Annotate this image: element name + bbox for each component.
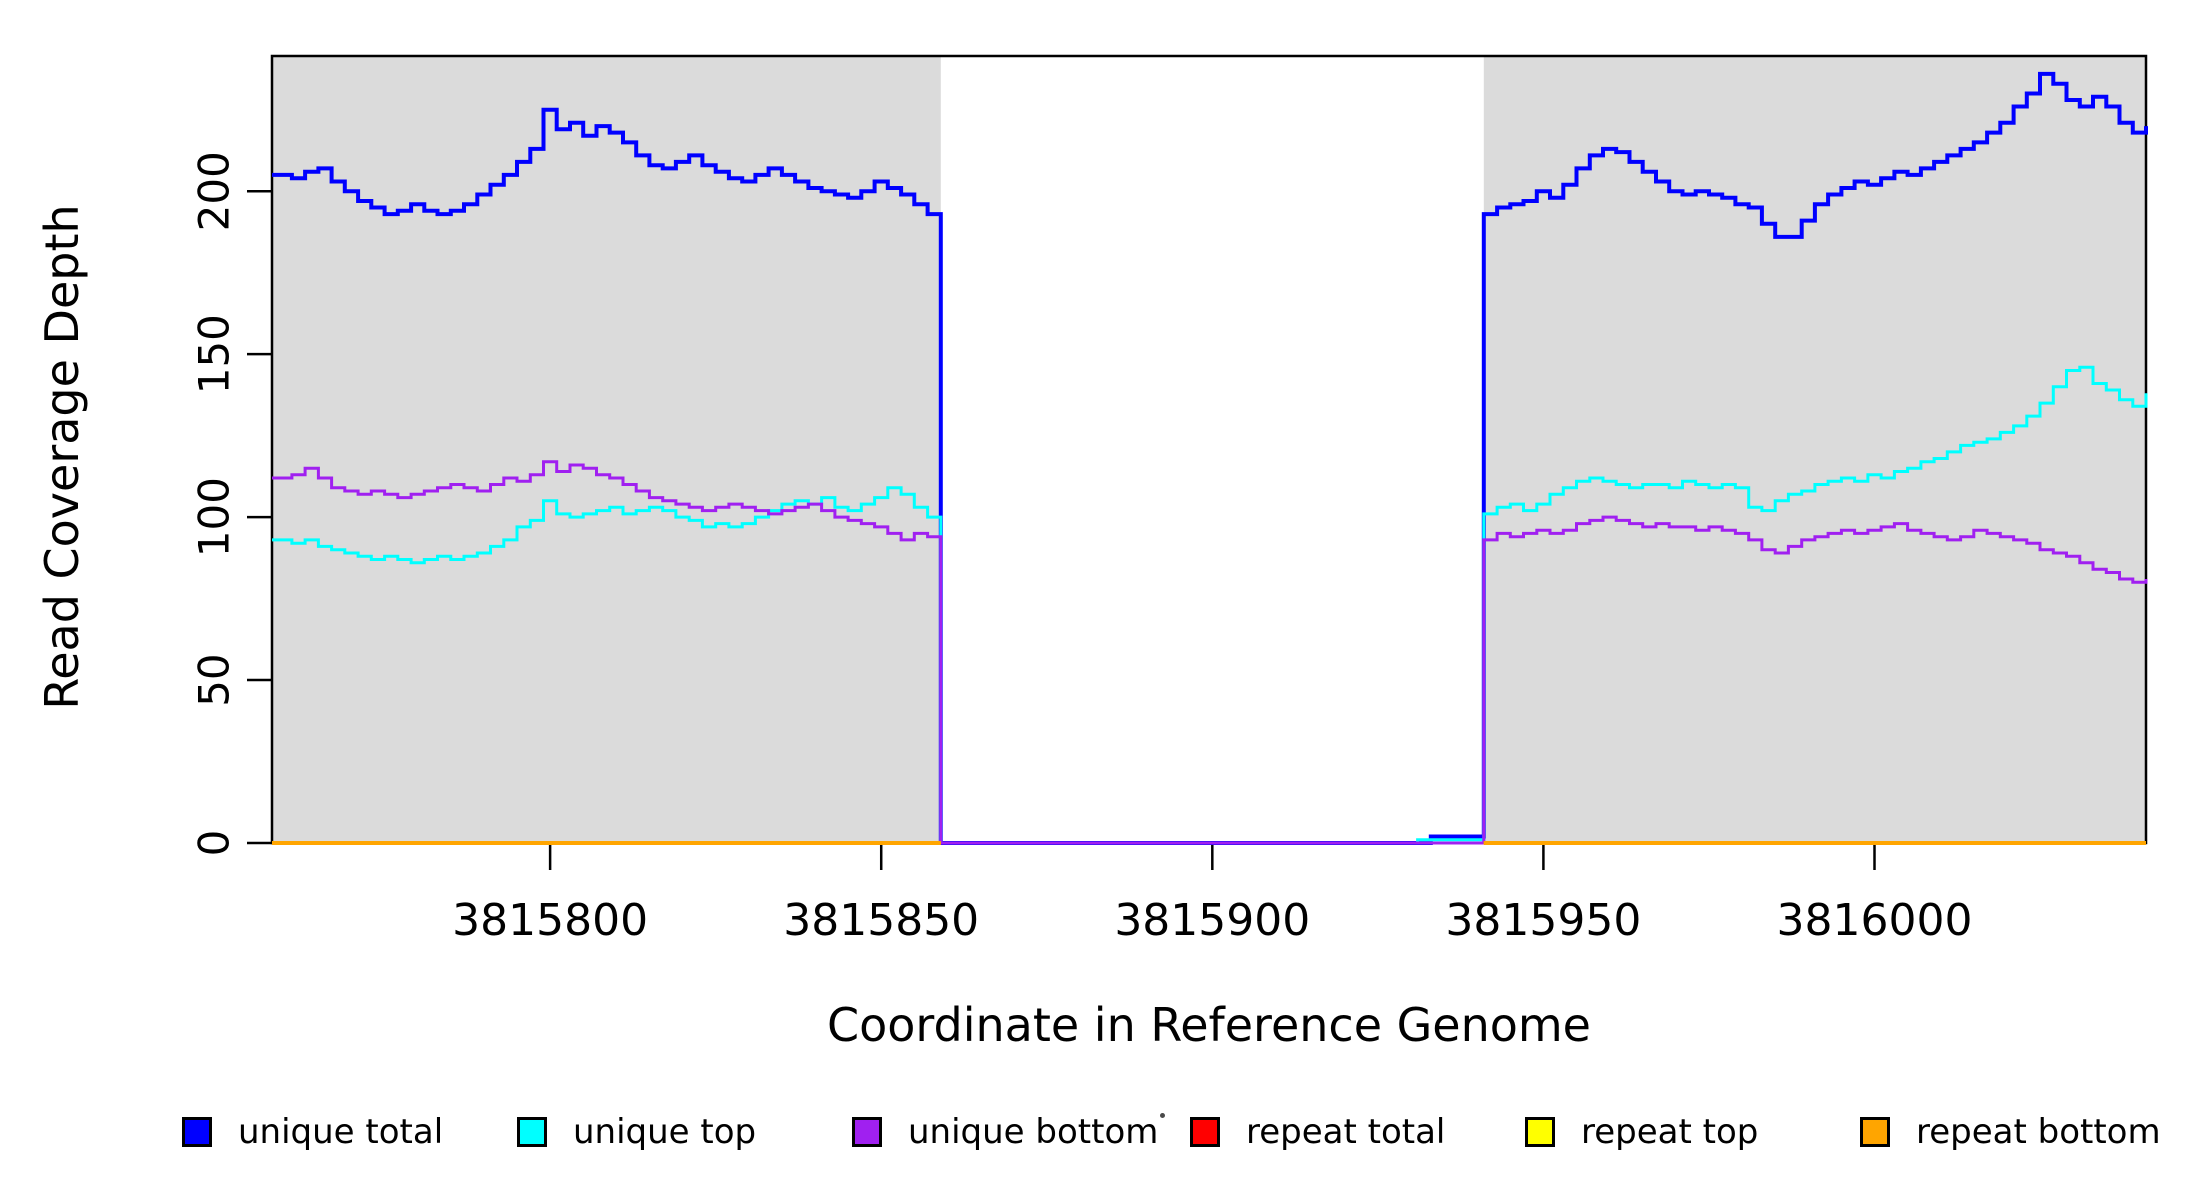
y-tick-label: 0 — [190, 830, 239, 857]
shaded-region — [1483, 56, 2146, 843]
y-tick-label: 150 — [190, 314, 239, 394]
legend-item-repeat-bottom: repeat bottom — [1860, 1112, 2161, 1152]
x-tick-label: 3815800 — [452, 895, 648, 946]
legend-label: unique bottom — [908, 1112, 1159, 1152]
legend-label: repeat bottom — [1916, 1112, 2161, 1152]
legend-item-repeat-top: repeat top — [1525, 1112, 1758, 1152]
stray-dot — [1160, 1113, 1165, 1118]
legend-swatch-unique-bottom — [852, 1117, 882, 1147]
legend-swatch-repeat-top — [1525, 1117, 1555, 1147]
legend-item-repeat-total: repeat total — [1190, 1112, 1445, 1152]
x-tick-label: 3815950 — [1445, 895, 1641, 946]
series-unique-top — [272, 365, 2148, 845]
legend-swatch-repeat-total — [1190, 1117, 1220, 1147]
legend-label: repeat top — [1581, 1112, 1759, 1152]
legend-swatch-repeat-bottom — [1860, 1117, 1890, 1147]
x-tick-label: 3815900 — [1114, 895, 1310, 946]
shaded-region — [272, 56, 941, 843]
y-axis-title: Read Coverage Depth — [35, 204, 89, 710]
legend-item-unique-total: unique total — [182, 1112, 443, 1152]
legend-label: repeat total — [1246, 1112, 1446, 1152]
x-tick-label: 3816000 — [1777, 895, 1973, 946]
legend-swatch-unique-total — [182, 1117, 212, 1147]
y-tick-label: 50 — [190, 653, 239, 706]
legend-item-unique-top: unique top — [517, 1112, 756, 1152]
x-axis-title: Coordinate in Reference Genome — [827, 998, 1591, 1052]
legend-label: unique top — [573, 1112, 757, 1152]
x-tick-label: 3815850 — [783, 895, 979, 946]
legend-label: unique total — [238, 1112, 444, 1152]
legend-item-unique-bottom: unique bottom — [852, 1112, 1158, 1152]
series-unique-bottom — [272, 460, 2148, 845]
y-tick-label: 100 — [190, 477, 239, 557]
legend-swatch-unique-top — [517, 1117, 547, 1147]
y-tick-label: 200 — [190, 151, 239, 231]
